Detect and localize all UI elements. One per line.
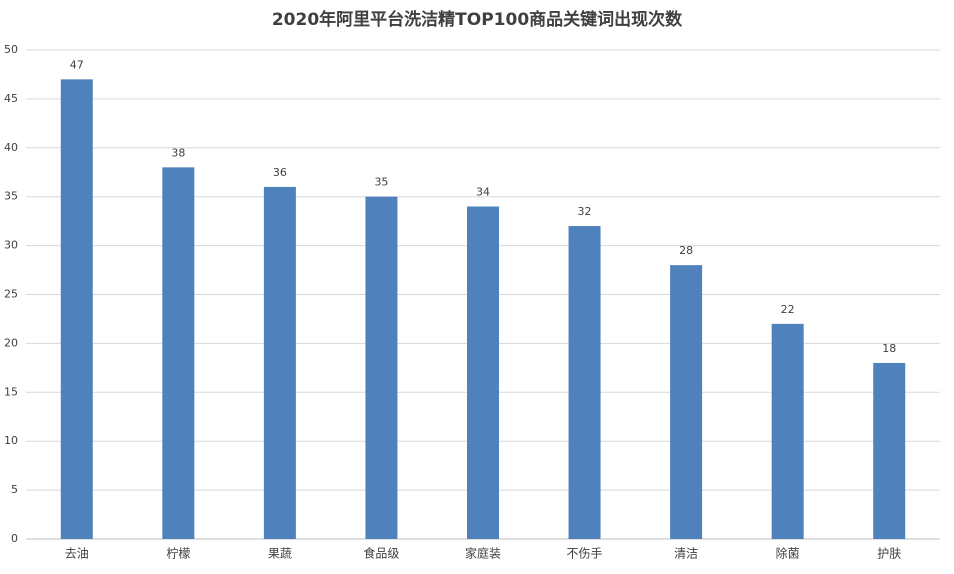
- x-tick-label: 清洁: [674, 547, 698, 561]
- y-tick-label: 15: [4, 385, 18, 398]
- chart-title: 2020年阿里平台洗洁精TOP100商品关键词出现次数: [272, 9, 683, 30]
- x-tick-label: 不伤手: [567, 547, 603, 561]
- y-tick-label: 5: [11, 483, 18, 496]
- y-tick-label: 50: [4, 43, 18, 56]
- bar: [263, 186, 296, 540]
- y-tick-label: 45: [4, 92, 18, 105]
- x-tick-label: 护肤: [877, 546, 901, 561]
- data-label: 34: [476, 185, 490, 198]
- bar: [467, 206, 499, 540]
- x-tick-label: 家庭装: [465, 546, 501, 561]
- bar: [568, 226, 601, 540]
- x-tick-label: 柠檬: [166, 546, 190, 561]
- data-label: 18: [882, 342, 896, 355]
- bar: [873, 362, 906, 539]
- y-tick-label: 35: [4, 190, 18, 203]
- bar: [670, 265, 703, 539]
- data-label: 28: [679, 244, 693, 257]
- data-label: 35: [374, 176, 388, 189]
- y-tick-label: 0: [11, 532, 18, 545]
- data-label: 22: [781, 303, 795, 316]
- x-tick-label: 除菌: [776, 546, 800, 561]
- data-label: 32: [578, 205, 592, 218]
- y-tick-label: 30: [4, 239, 18, 252]
- bar: [162, 167, 195, 540]
- bar: [365, 196, 398, 539]
- y-tick-label: 40: [4, 141, 18, 154]
- data-label: 36: [273, 166, 287, 179]
- y-tick-label: 20: [4, 336, 18, 349]
- y-tick-label: 10: [4, 434, 18, 447]
- data-label: 47: [70, 58, 84, 71]
- data-label: 38: [171, 146, 185, 159]
- bar: [60, 79, 93, 539]
- y-tick-label: 25: [4, 288, 18, 301]
- x-tick-label: 果蔬: [268, 547, 292, 561]
- x-tick-label: 食品级: [363, 546, 399, 561]
- bar: [771, 323, 804, 539]
- x-tick-label: 去油: [65, 547, 89, 561]
